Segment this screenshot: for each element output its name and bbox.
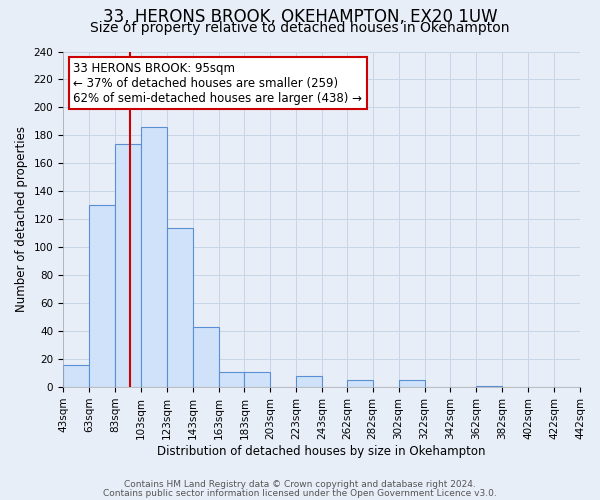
- Bar: [141, 127, 167, 387]
- X-axis label: Distribution of detached houses by size in Okehampton: Distribution of detached houses by size …: [157, 444, 486, 458]
- Bar: [167, 228, 193, 387]
- Bar: [115, 144, 141, 387]
- Bar: [89, 206, 115, 387]
- Text: 33, HERONS BROOK, OKEHAMPTON, EX20 1UW: 33, HERONS BROOK, OKEHAMPTON, EX20 1UW: [103, 8, 497, 26]
- Bar: [347, 380, 373, 387]
- Bar: [63, 364, 89, 387]
- Text: Size of property relative to detached houses in Okehampton: Size of property relative to detached ho…: [90, 21, 510, 35]
- Bar: [193, 327, 218, 387]
- Bar: [244, 372, 271, 387]
- Bar: [218, 372, 244, 387]
- Text: Contains HM Land Registry data © Crown copyright and database right 2024.: Contains HM Land Registry data © Crown c…: [124, 480, 476, 489]
- Text: Contains public sector information licensed under the Open Government Licence v3: Contains public sector information licen…: [103, 489, 497, 498]
- Bar: [580, 386, 600, 387]
- Bar: [398, 380, 425, 387]
- Bar: [476, 386, 502, 387]
- Text: 33 HERONS BROOK: 95sqm
← 37% of detached houses are smaller (259)
62% of semi-de: 33 HERONS BROOK: 95sqm ← 37% of detached…: [73, 62, 362, 104]
- Bar: [296, 376, 322, 387]
- Y-axis label: Number of detached properties: Number of detached properties: [15, 126, 28, 312]
